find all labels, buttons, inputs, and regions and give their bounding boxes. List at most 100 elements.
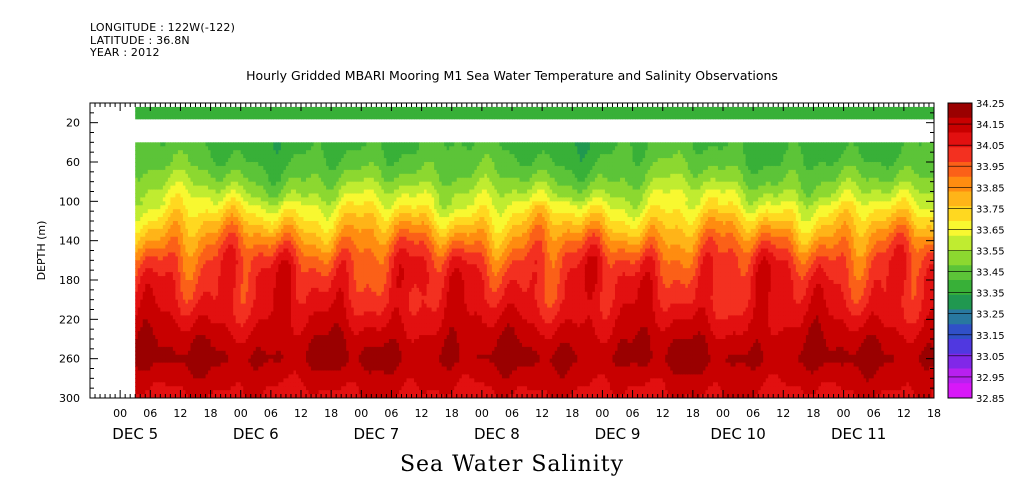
heatmap-cell bbox=[182, 193, 187, 198]
heatmap-cell bbox=[137, 291, 141, 297]
heatmap-cell bbox=[157, 185, 161, 191]
heatmap-cell bbox=[155, 315, 159, 320]
heatmap-cell bbox=[162, 382, 166, 387]
heatmap-cell bbox=[165, 169, 169, 175]
heatmap-cell bbox=[140, 221, 144, 226]
heatmap-cell bbox=[152, 240, 156, 246]
heatmap-cell bbox=[180, 299, 184, 305]
heatmap-cell bbox=[180, 189, 184, 195]
heatmap-cell bbox=[142, 327, 146, 332]
heatmap-cell bbox=[145, 311, 149, 316]
heatmap-cell bbox=[162, 173, 166, 179]
heatmap-cell bbox=[165, 193, 169, 198]
heatmap-cell bbox=[167, 331, 171, 336]
heatmap-cell bbox=[175, 224, 179, 230]
heatmap-cell bbox=[182, 346, 187, 352]
heatmap-cell bbox=[145, 154, 149, 159]
heatmap-cell bbox=[182, 272, 187, 277]
heatmap-cell bbox=[175, 283, 179, 289]
heatmap-cell bbox=[152, 181, 156, 187]
heatmap-cell bbox=[137, 358, 141, 364]
heatmap-cell bbox=[170, 114, 174, 120]
heatmap-cell bbox=[155, 394, 159, 398]
heatmap-cell bbox=[157, 224, 161, 230]
heatmap-cell bbox=[155, 150, 159, 155]
heatmap-cell bbox=[140, 366, 144, 372]
heatmap-cell bbox=[160, 228, 164, 234]
heatmap-cell bbox=[175, 146, 179, 151]
heatmap-cell bbox=[155, 323, 159, 328]
heatmap-cell bbox=[155, 331, 159, 336]
heatmap-cell bbox=[162, 209, 166, 214]
heatmap-cell bbox=[167, 264, 171, 269]
heatmap-cell bbox=[165, 162, 169, 167]
heatmap-cell bbox=[145, 346, 149, 352]
heatmap-cell bbox=[147, 165, 151, 171]
heatmap-cell bbox=[152, 256, 156, 261]
heatmap-cell bbox=[142, 185, 146, 191]
heatmap-cell bbox=[160, 291, 164, 297]
heatmap-cell bbox=[152, 193, 156, 198]
heatmap-cell bbox=[157, 276, 161, 281]
heatmap-cell bbox=[147, 209, 151, 214]
heatmap-cell bbox=[157, 228, 161, 234]
heatmap-cell bbox=[140, 189, 144, 195]
heatmap-cell bbox=[155, 181, 159, 187]
heatmap-cell bbox=[157, 327, 161, 332]
heatmap-cell bbox=[180, 264, 184, 269]
heatmap-cell bbox=[175, 217, 179, 222]
heatmap-cell bbox=[155, 386, 159, 391]
heatmap-cell bbox=[145, 315, 149, 320]
heatmap-cell bbox=[165, 370, 169, 375]
heatmap-cell bbox=[162, 193, 166, 198]
heatmap-cell bbox=[170, 189, 174, 195]
heatmap-cell bbox=[157, 260, 161, 265]
heatmap-cell bbox=[167, 146, 171, 151]
heatmap-cell bbox=[180, 303, 184, 309]
heatmap-cell bbox=[170, 165, 174, 171]
heatmap-cell bbox=[175, 181, 179, 187]
heatmap-cell bbox=[150, 224, 154, 230]
heatmap-cell bbox=[135, 346, 139, 352]
heatmap-cell bbox=[167, 177, 171, 183]
heatmap-cell bbox=[165, 110, 169, 116]
heatmap-cell bbox=[172, 162, 176, 167]
heatmap-cell bbox=[150, 193, 154, 198]
heatmap-cell bbox=[135, 236, 139, 242]
heatmap-cell bbox=[157, 374, 161, 379]
heatmap-cell bbox=[145, 307, 149, 313]
heatmap-cell bbox=[175, 291, 179, 297]
heatmap-cell bbox=[155, 232, 159, 238]
heatmap-cell bbox=[145, 221, 149, 226]
heatmap-cell bbox=[172, 323, 176, 328]
heatmap-cell bbox=[147, 158, 151, 163]
heatmap-cell bbox=[145, 189, 149, 195]
heatmap-cell bbox=[170, 280, 174, 285]
heatmap-cell bbox=[175, 272, 179, 277]
heatmap-cell bbox=[155, 280, 159, 285]
heatmap-cell bbox=[152, 386, 156, 391]
heatmap-cell bbox=[140, 228, 144, 234]
heatmap-cell bbox=[182, 142, 187, 147]
heatmap-cell bbox=[180, 213, 184, 218]
heatmap-cell bbox=[172, 287, 176, 293]
heatmap-cell bbox=[150, 217, 154, 222]
heatmap-cell bbox=[182, 252, 187, 257]
heatmap-cell bbox=[172, 303, 176, 309]
heatmap-cell bbox=[167, 335, 171, 340]
heatmap-cell bbox=[165, 315, 169, 320]
heatmap-cell bbox=[137, 110, 141, 116]
heatmap-cell bbox=[162, 303, 166, 309]
heatmap-cell bbox=[152, 311, 156, 316]
heatmap-cell bbox=[145, 339, 149, 344]
heatmap-cell bbox=[150, 323, 154, 328]
heatmap-cell bbox=[157, 362, 161, 368]
heatmap-cell bbox=[180, 158, 184, 163]
heatmap-cell bbox=[135, 158, 139, 163]
heatmap-cell bbox=[142, 362, 146, 368]
heatmap-cell bbox=[152, 378, 156, 383]
heatmap-cell bbox=[180, 240, 184, 246]
heatmap-cell bbox=[150, 339, 154, 344]
heatmap-cell bbox=[152, 260, 156, 265]
heatmap-cell bbox=[150, 268, 154, 273]
